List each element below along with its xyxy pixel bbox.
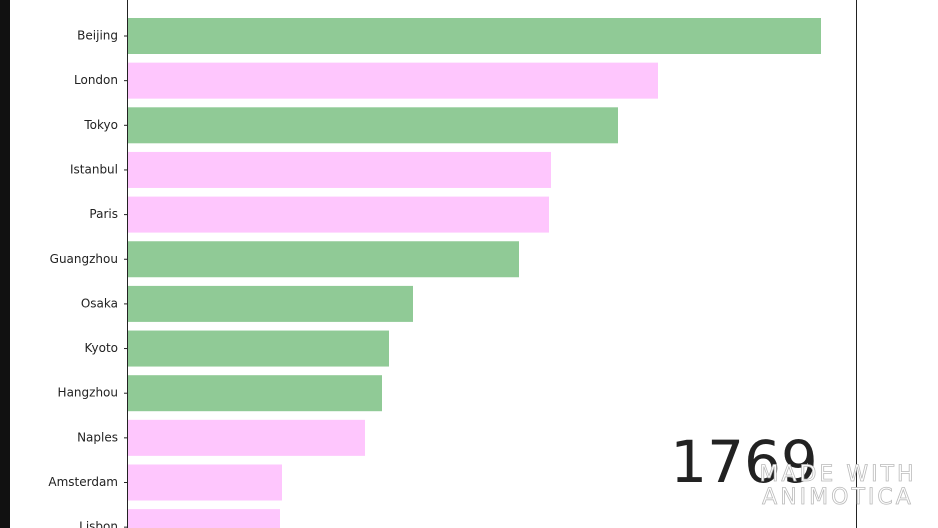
y-tick-label: London	[74, 73, 118, 87]
watermark: ANIMOTICA	[762, 485, 914, 510]
y-tick-label: Paris	[89, 207, 118, 221]
y-tick-label: Guangzhou	[50, 252, 118, 266]
bar	[128, 375, 382, 412]
bar	[128, 464, 282, 501]
side-strip	[0, 0, 10, 528]
y-tick-label: Tokyo	[83, 118, 118, 132]
bar	[128, 330, 389, 367]
bar	[128, 62, 658, 99]
bar	[128, 151, 551, 188]
bar	[128, 419, 365, 456]
y-tick-label: Hangzhou	[58, 386, 118, 400]
bar	[128, 509, 280, 528]
y-tick-label: Kyoto	[85, 341, 119, 355]
y-tick-label: Istanbul	[70, 162, 118, 176]
y-tick-label: Beijing	[77, 29, 118, 43]
bar	[128, 241, 519, 278]
bar	[128, 107, 618, 144]
y-tick-label: Amsterdam	[48, 475, 118, 489]
y-tick-label: Lisbon	[79, 520, 118, 528]
bar	[128, 18, 821, 54]
year-label: 1769	[670, 428, 818, 496]
watermark: MADE WITH	[759, 462, 916, 487]
bar	[128, 285, 413, 322]
y-tick-label: Naples	[77, 430, 118, 444]
bar	[128, 196, 549, 233]
y-tick-label: Osaka	[81, 296, 118, 310]
